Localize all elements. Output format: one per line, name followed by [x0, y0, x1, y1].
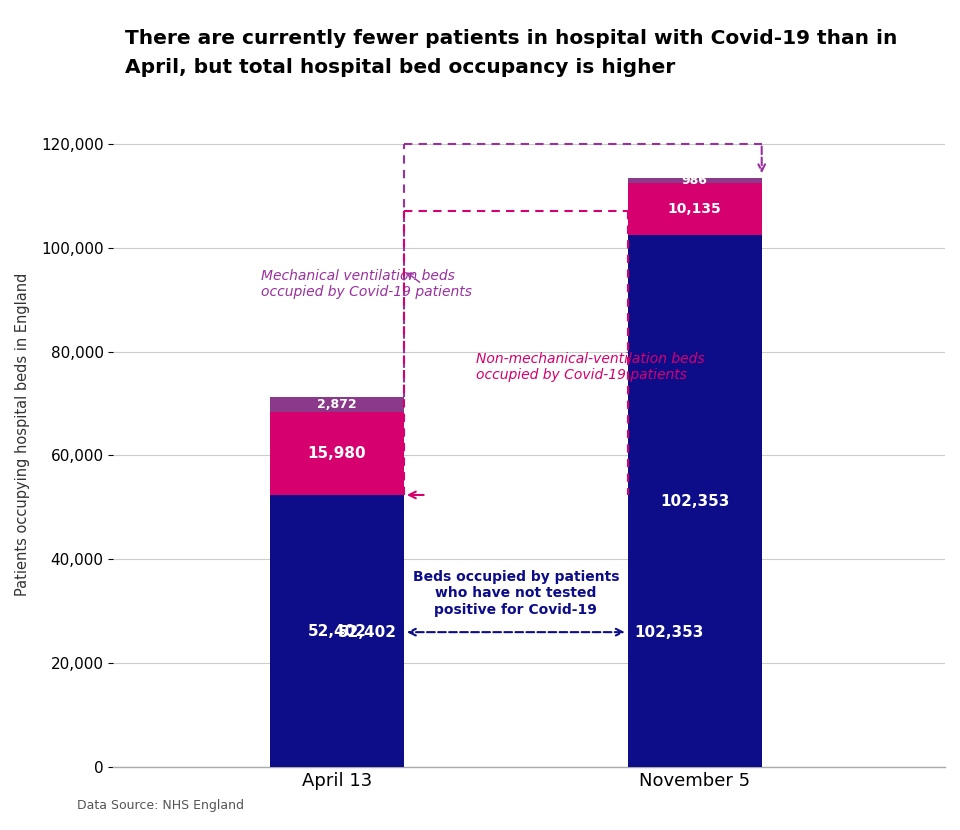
Text: 2,872: 2,872: [317, 398, 357, 411]
Text: There are currently fewer patients in hospital with Covid-19 than in: There are currently fewer patients in ho…: [125, 29, 898, 48]
Text: 102,353: 102,353: [660, 494, 730, 509]
Text: Data Source: NHS England: Data Source: NHS England: [77, 798, 244, 812]
Bar: [270, 397, 404, 412]
Y-axis label: Patients occupying hospital beds in England: Patients occupying hospital beds in Engl…: [15, 273, 30, 597]
Bar: [628, 236, 761, 767]
Text: 15,980: 15,980: [307, 446, 367, 461]
Bar: [628, 178, 761, 183]
Bar: [628, 183, 761, 236]
Bar: [270, 412, 404, 495]
Bar: [270, 495, 404, 767]
Text: April, but total hospital bed occupancy is higher: April, but total hospital bed occupancy …: [125, 58, 675, 77]
Text: 52,402: 52,402: [307, 623, 367, 638]
Text: Non-mechanical-ventilation beds
occupied by Covid-19 patients: Non-mechanical-ventilation beds occupied…: [475, 352, 705, 383]
Text: Mechanical ventilation beds
occupied by Covid-19 patients: Mechanical ventilation beds occupied by …: [261, 269, 472, 299]
Text: 52,402: 52,402: [338, 625, 396, 640]
Text: Beds occupied by patients
who have not tested
positive for Covid-19: Beds occupied by patients who have not t…: [413, 570, 619, 617]
Text: 986: 986: [682, 173, 708, 187]
Text: 10,135: 10,135: [668, 202, 722, 216]
Text: 102,353: 102,353: [635, 625, 704, 640]
